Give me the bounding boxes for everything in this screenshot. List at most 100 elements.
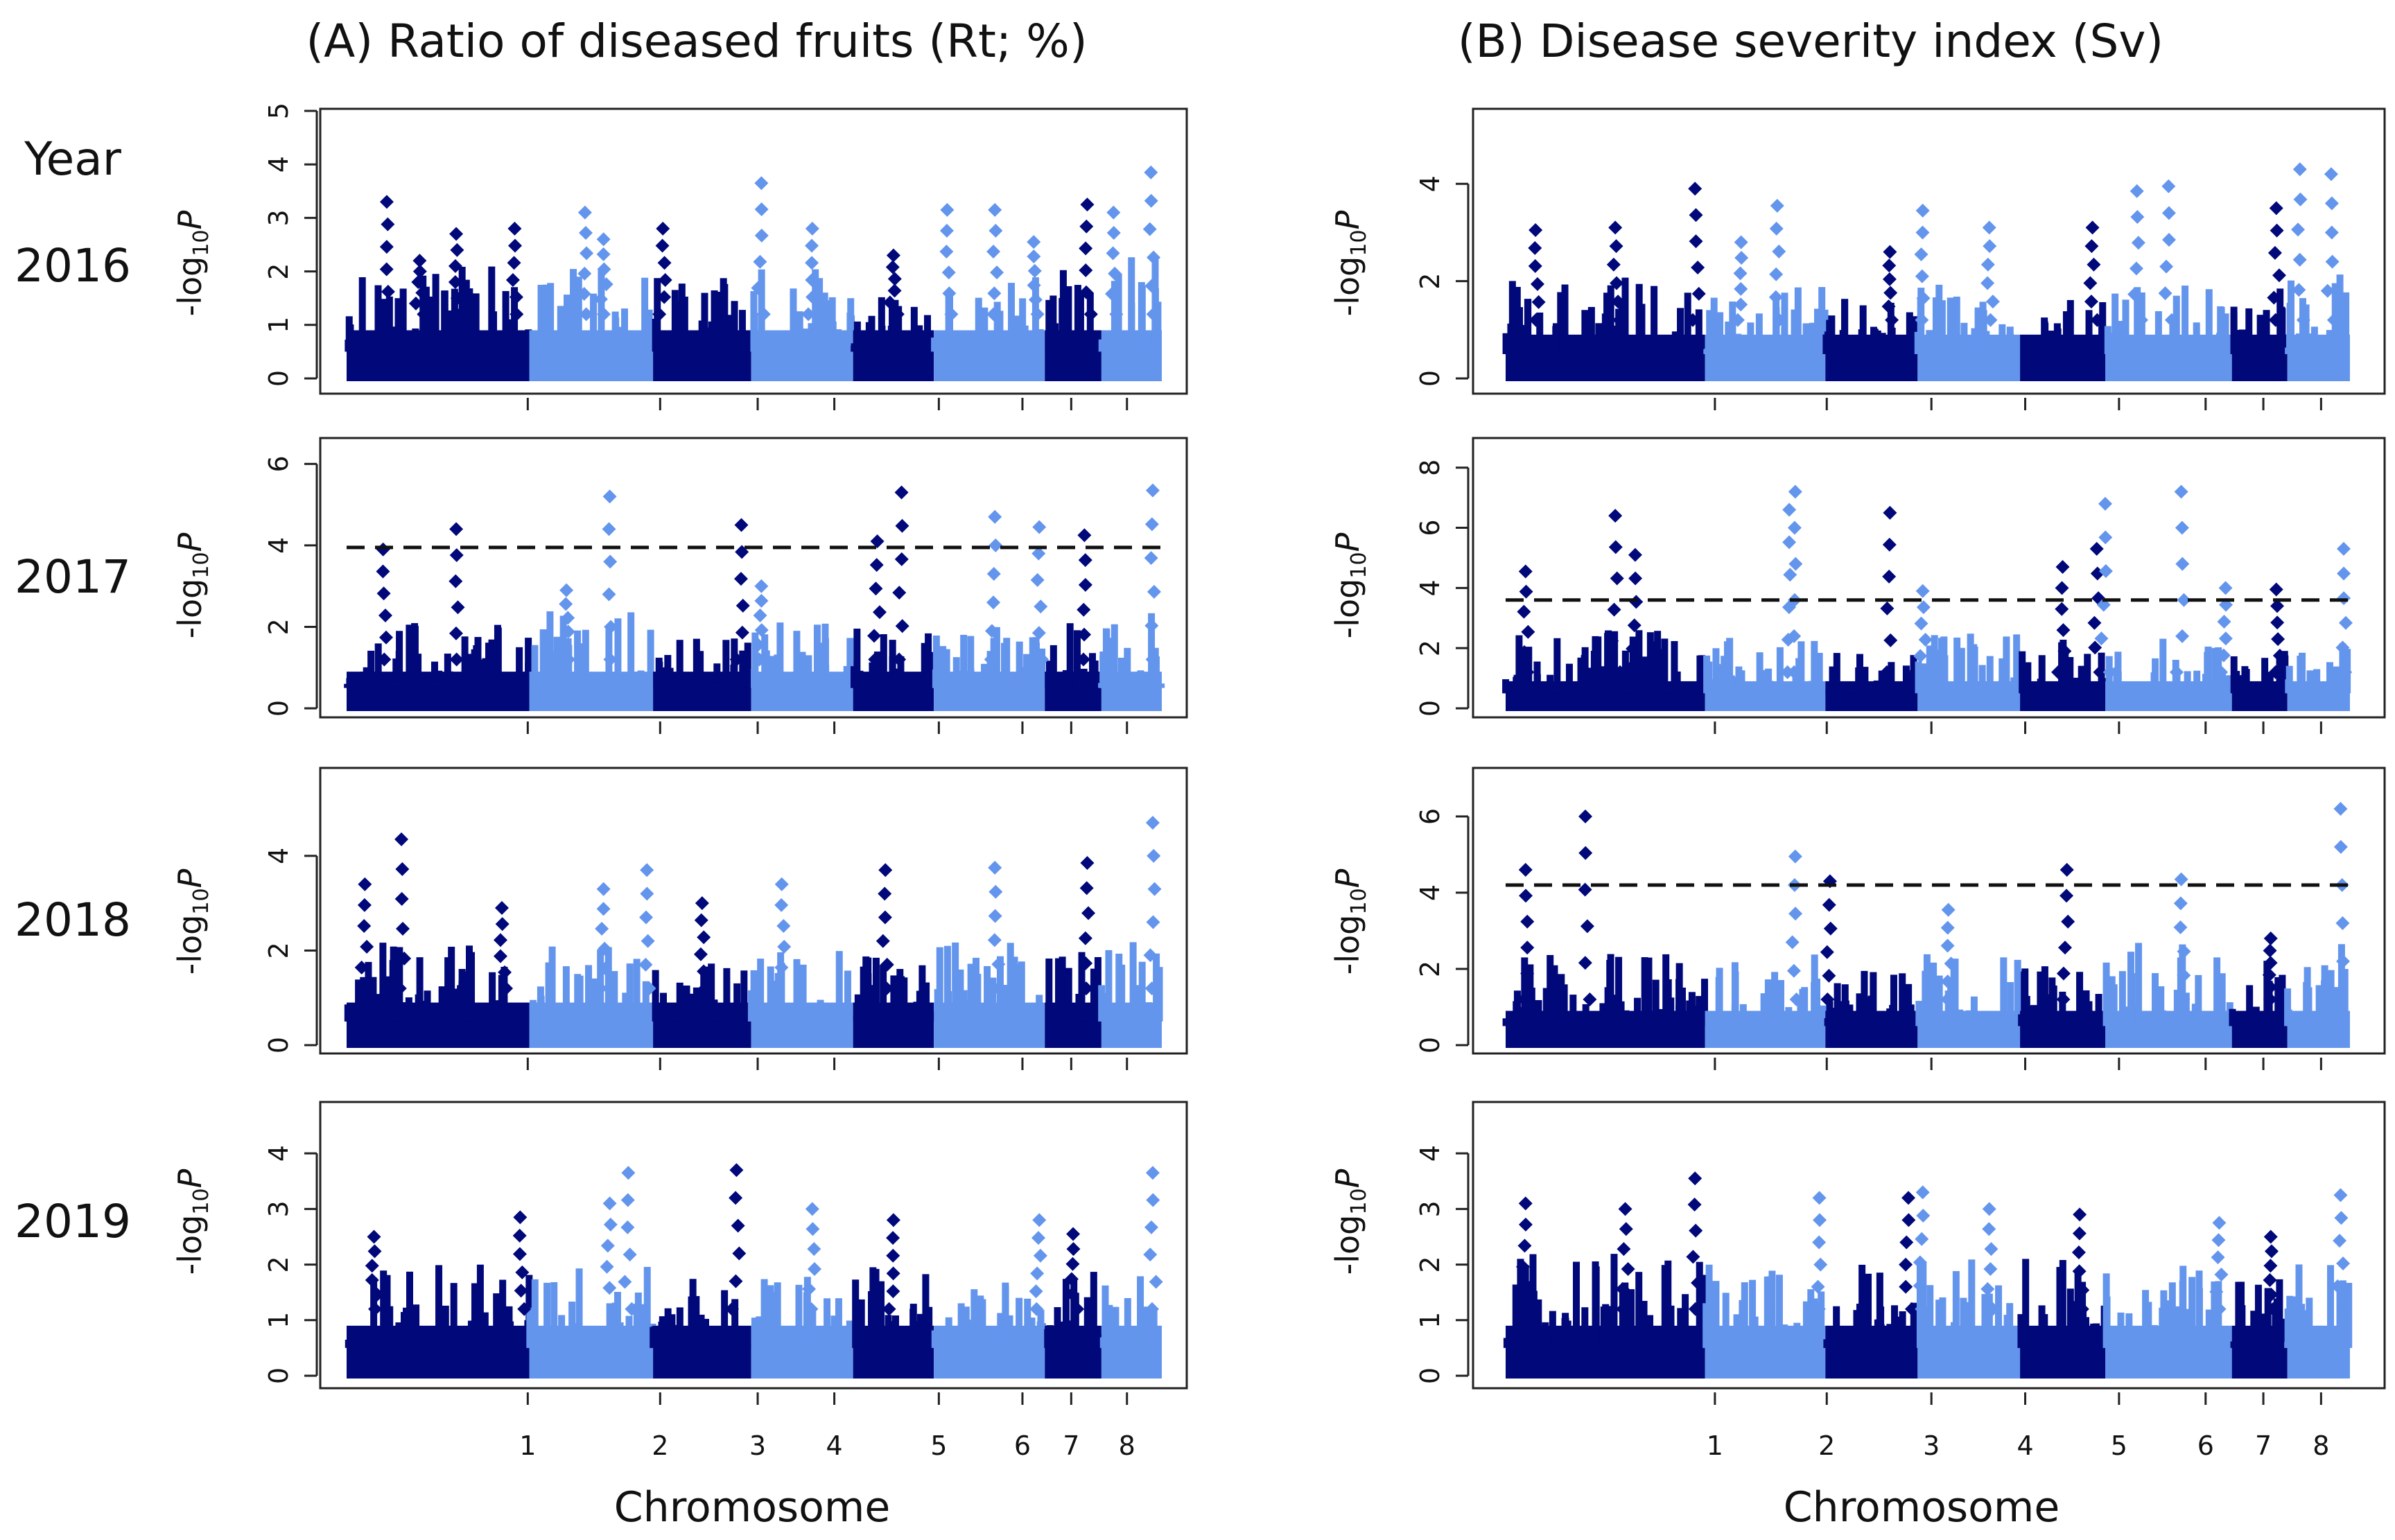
snp-point [1146, 307, 1160, 322]
snp-point [2084, 295, 2098, 309]
snp-point [812, 269, 819, 352]
snp-point [1551, 1325, 1559, 1348]
snp-point [554, 1330, 561, 1348]
snp-point [674, 306, 681, 352]
snp-point [1940, 974, 1955, 989]
snp-point [579, 307, 593, 322]
snp-point [2204, 670, 2211, 694]
snp-point [1892, 690, 1900, 694]
snp-point [489, 675, 496, 688]
snp-point [1092, 340, 1100, 352]
snp-point [2161, 206, 2176, 220]
snp-point [847, 1015, 855, 1022]
snp-point [490, 1341, 498, 1348]
snp-point [1883, 340, 1891, 354]
snp-point [1798, 690, 1806, 694]
snp-point [507, 256, 521, 270]
snp-point [1951, 959, 1959, 1026]
snp-point [412, 264, 427, 279]
snp-point [1091, 660, 1099, 688]
snp-point [357, 918, 372, 933]
snp-point [1886, 1324, 1894, 1348]
chromosome-5-points [851, 629, 936, 711]
snp-point [957, 969, 964, 1022]
snp-point [2335, 916, 2350, 930]
snp-point [2269, 582, 2283, 597]
snp-point [1032, 1213, 1047, 1227]
snp-point [945, 1317, 952, 1348]
snp-point [939, 245, 954, 259]
snp-point [1611, 295, 1626, 309]
snp-point [1518, 1196, 1533, 1211]
snp-point [2205, 1309, 2213, 1348]
snp-point [1144, 517, 1159, 532]
snp-point [1150, 1324, 1158, 1348]
snp-point [886, 1284, 900, 1299]
snp-point [603, 1217, 618, 1232]
snp-point [2168, 1282, 2176, 1348]
snp-point [1907, 678, 1915, 694]
snp-point [1983, 239, 1997, 254]
snp-point [2093, 1323, 2100, 1348]
snp-point [1138, 961, 1146, 1022]
snp-point [1531, 335, 1538, 354]
snp-point [1811, 982, 1818, 1026]
snp-point [2242, 679, 2249, 694]
snp-point [551, 671, 559, 688]
snp-point [760, 1279, 768, 1348]
snp-point [1530, 277, 1544, 291]
snp-point [828, 300, 835, 352]
snp-point [2246, 985, 2254, 1026]
snp-point [753, 609, 767, 623]
snp-point [347, 1005, 354, 1022]
snp-point [725, 315, 733, 352]
snp-point [1648, 349, 1655, 354]
snp-point [1772, 313, 1786, 327]
snp-point [365, 1259, 379, 1273]
snp-point [389, 326, 397, 352]
snp-point [1536, 343, 1544, 354]
snp-point [2263, 943, 2277, 958]
snp-point [2006, 1303, 2014, 1348]
snp-point [1610, 276, 1624, 290]
snp-point [2051, 340, 2059, 354]
snp-point [656, 221, 670, 236]
snp-point [345, 316, 353, 352]
snp-point [1781, 683, 1788, 694]
snp-point [2229, 1008, 2236, 1026]
snp-point [1078, 553, 1092, 568]
snp-point [973, 957, 980, 1022]
snp-point [734, 679, 742, 688]
snp-point [1547, 674, 1554, 694]
snp-point [2265, 345, 2273, 354]
snp-point [1897, 1015, 1905, 1026]
snp-point [2216, 648, 2231, 663]
snp-point [986, 567, 1001, 581]
snp-point [1914, 331, 1922, 354]
snp-point [2211, 1281, 2218, 1348]
snp-point [1802, 1301, 1810, 1348]
snp-point [2083, 276, 2098, 290]
snp-point [1706, 310, 1714, 354]
snp-point [1619, 1222, 1633, 1236]
snp-point [1918, 633, 1933, 647]
snp-point [774, 654, 781, 688]
snp-point [1613, 665, 1628, 679]
snp-point [448, 626, 463, 640]
snp-point [1910, 690, 1917, 694]
snp-point [1947, 332, 1955, 354]
snp-point [1145, 816, 1160, 830]
snp-point [988, 909, 1002, 923]
snp-point [2267, 1017, 2274, 1026]
snp-point [1715, 332, 1723, 354]
snp-point [412, 335, 420, 352]
snp-point [776, 918, 791, 933]
snp-point [448, 574, 463, 588]
snp-point [1070, 1278, 1078, 1348]
snp-point [878, 297, 885, 352]
snp-point [365, 961, 372, 1022]
snp-point [1022, 671, 1030, 688]
snp-point [577, 337, 584, 352]
